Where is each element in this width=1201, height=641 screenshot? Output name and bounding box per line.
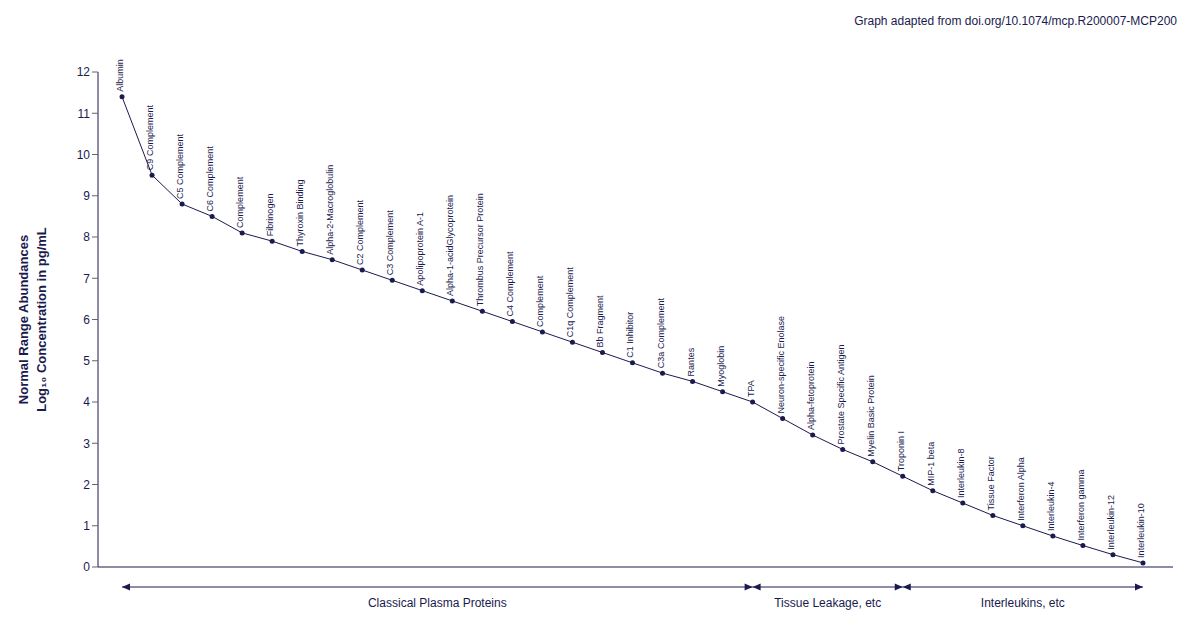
svg-text:Prostate Specific Antigen: Prostate Specific Antigen xyxy=(836,344,846,444)
svg-text:9: 9 xyxy=(83,189,90,203)
svg-text:C1 Inhibitor: C1 Inhibitor xyxy=(625,312,635,358)
svg-text:Thrombus Precursor Protein: Thrombus Precursor Protein xyxy=(475,193,485,306)
svg-text:C4 Complement: C4 Complement xyxy=(505,251,515,317)
svg-text:12: 12 xyxy=(77,65,91,79)
svg-text:Classical Plasma Proteins: Classical Plasma Proteins xyxy=(368,596,507,610)
svg-text:4: 4 xyxy=(83,395,90,409)
svg-text:Myoglobin: Myoglobin xyxy=(716,346,726,387)
svg-text:0: 0 xyxy=(83,560,90,574)
svg-text:Albumin: Albumin xyxy=(115,59,125,92)
svg-text:Interleukin-12: Interleukin-12 xyxy=(1106,495,1116,550)
svg-text:Tissue Leakage, etc: Tissue Leakage, etc xyxy=(774,596,881,610)
svg-text:Interferon gamma: Interferon gamma xyxy=(1076,470,1086,541)
svg-text:Interleukin-10: Interleukin-10 xyxy=(1136,503,1146,558)
svg-text:3: 3 xyxy=(83,437,90,451)
svg-text:Interleukins, etc: Interleukins, etc xyxy=(981,596,1065,610)
svg-text:Interleukin-4: Interleukin-4 xyxy=(1046,482,1056,532)
html-text:Graph adapted from doi.org/10.: Graph adapted from doi.org/10.1074/mcp.R… xyxy=(854,14,1177,28)
svg-text:6: 6 xyxy=(83,313,90,327)
svg-text:Rantes: Rantes xyxy=(686,347,696,376)
svg-text:Myelin Basic Protein: Myelin Basic Protein xyxy=(866,375,876,457)
svg-text:8: 8 xyxy=(83,230,90,244)
svg-text:Troponin I: Troponin I xyxy=(896,431,906,471)
svg-text:Alpha-fetoprotein: Alpha-fetoprotein xyxy=(806,361,816,430)
svg-text:Interleukin-8: Interleukin-8 xyxy=(956,449,966,499)
svg-text:11: 11 xyxy=(78,107,91,121)
svg-text:MIP-1 beta: MIP-1 beta xyxy=(926,442,936,486)
svg-text:Bb Fragment: Bb Fragment xyxy=(595,295,605,348)
svg-text:Fibrinogen: Fibrinogen xyxy=(265,194,275,237)
svg-text:Neuron-specific Enolase: Neuron-specific Enolase xyxy=(776,316,786,414)
svg-text:10: 10 xyxy=(77,148,91,162)
svg-text:Thyroxin Binding: Thyroxin Binding xyxy=(295,179,305,246)
svg-text:C5 Complement: C5 Complement xyxy=(175,133,185,199)
svg-text:C6 Complement: C6 Complement xyxy=(205,146,215,212)
svg-text:Normal Range Abundances: Normal Range Abundances xyxy=(16,235,31,404)
svg-text:2: 2 xyxy=(83,478,90,492)
svg-text:C2 Complement: C2 Complement xyxy=(355,199,365,265)
svg-text:1: 1 xyxy=(83,519,90,533)
svg-text:Tissue Factor: Tissue Factor xyxy=(986,456,996,510)
svg-text:Log₁₀ Concentration in pg/mL: Log₁₀ Concentration in pg/mL xyxy=(34,227,49,412)
svg-text:C1q Complement: C1q Complement xyxy=(565,267,575,338)
svg-text:Apolipoprotein A-1: Apolipoprotein A-1 xyxy=(415,212,425,286)
svg-text:Alpha-2-Macroglobulin: Alpha-2-Macroglobulin xyxy=(325,165,335,255)
svg-text:5: 5 xyxy=(83,354,90,368)
svg-text:TPA: TPA xyxy=(746,380,756,397)
svg-text:C9 Complement: C9 Complement xyxy=(145,105,155,171)
svg-text:Complement: Complement xyxy=(535,275,545,327)
svg-text:C3 Complement: C3 Complement xyxy=(385,210,395,276)
svg-text:Complement: Complement xyxy=(235,176,245,228)
svg-text:Interferon Alpha: Interferon Alpha xyxy=(1016,457,1026,521)
svg-text:7: 7 xyxy=(83,272,90,286)
svg-text:Alpha-1-acidGlycoprotein: Alpha-1-acidGlycoprotein xyxy=(445,195,455,296)
svg-text:C3a Complement: C3a Complement xyxy=(656,298,666,369)
